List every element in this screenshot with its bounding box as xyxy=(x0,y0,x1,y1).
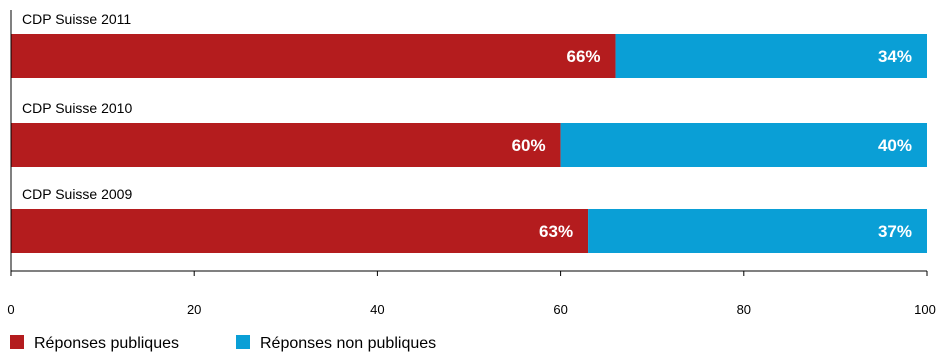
legend-label-public: Réponses publiques xyxy=(34,335,179,352)
data-label: 60% xyxy=(512,136,546,155)
data-label: 40% xyxy=(878,136,912,155)
bar-segment-non-public xyxy=(615,34,927,78)
x-tick-label: 100 xyxy=(914,302,936,317)
bar-segment-public xyxy=(11,209,589,253)
category-label: CDP Suisse 2010 xyxy=(22,100,132,116)
bar-segment-public xyxy=(11,123,561,167)
bars-layer: CDP Suisse 2011 66% 34% CDP Suisse 2010 60% 4… xyxy=(11,11,927,253)
x-tick-label: 0 xyxy=(7,302,14,317)
category-label: CDP Suisse 2011 xyxy=(22,11,131,27)
legend-swatch-non-public xyxy=(236,335,250,349)
x-tick-label: 80 xyxy=(737,302,751,317)
legend-swatch-public xyxy=(10,335,24,349)
data-label: 37% xyxy=(878,222,912,241)
bar-segment-public xyxy=(11,34,616,78)
x-tick-label: 20 xyxy=(187,302,201,317)
bar-segment-non-public xyxy=(560,123,927,167)
category-label: CDP Suisse 2009 xyxy=(22,186,132,202)
data-label: 34% xyxy=(878,47,912,66)
legend-label-non-public: Réponses non publiques xyxy=(260,335,436,352)
data-label: 66% xyxy=(567,47,601,66)
bar-segment-non-public xyxy=(588,209,927,253)
x-tick-label: 60 xyxy=(553,302,567,317)
x-axis: 0 20 40 60 80 100 xyxy=(7,10,936,317)
x-tick-label: 40 xyxy=(370,302,384,317)
data-label: 63% xyxy=(539,222,573,241)
legend: Réponses publiques Réponses non publiques xyxy=(10,335,436,352)
